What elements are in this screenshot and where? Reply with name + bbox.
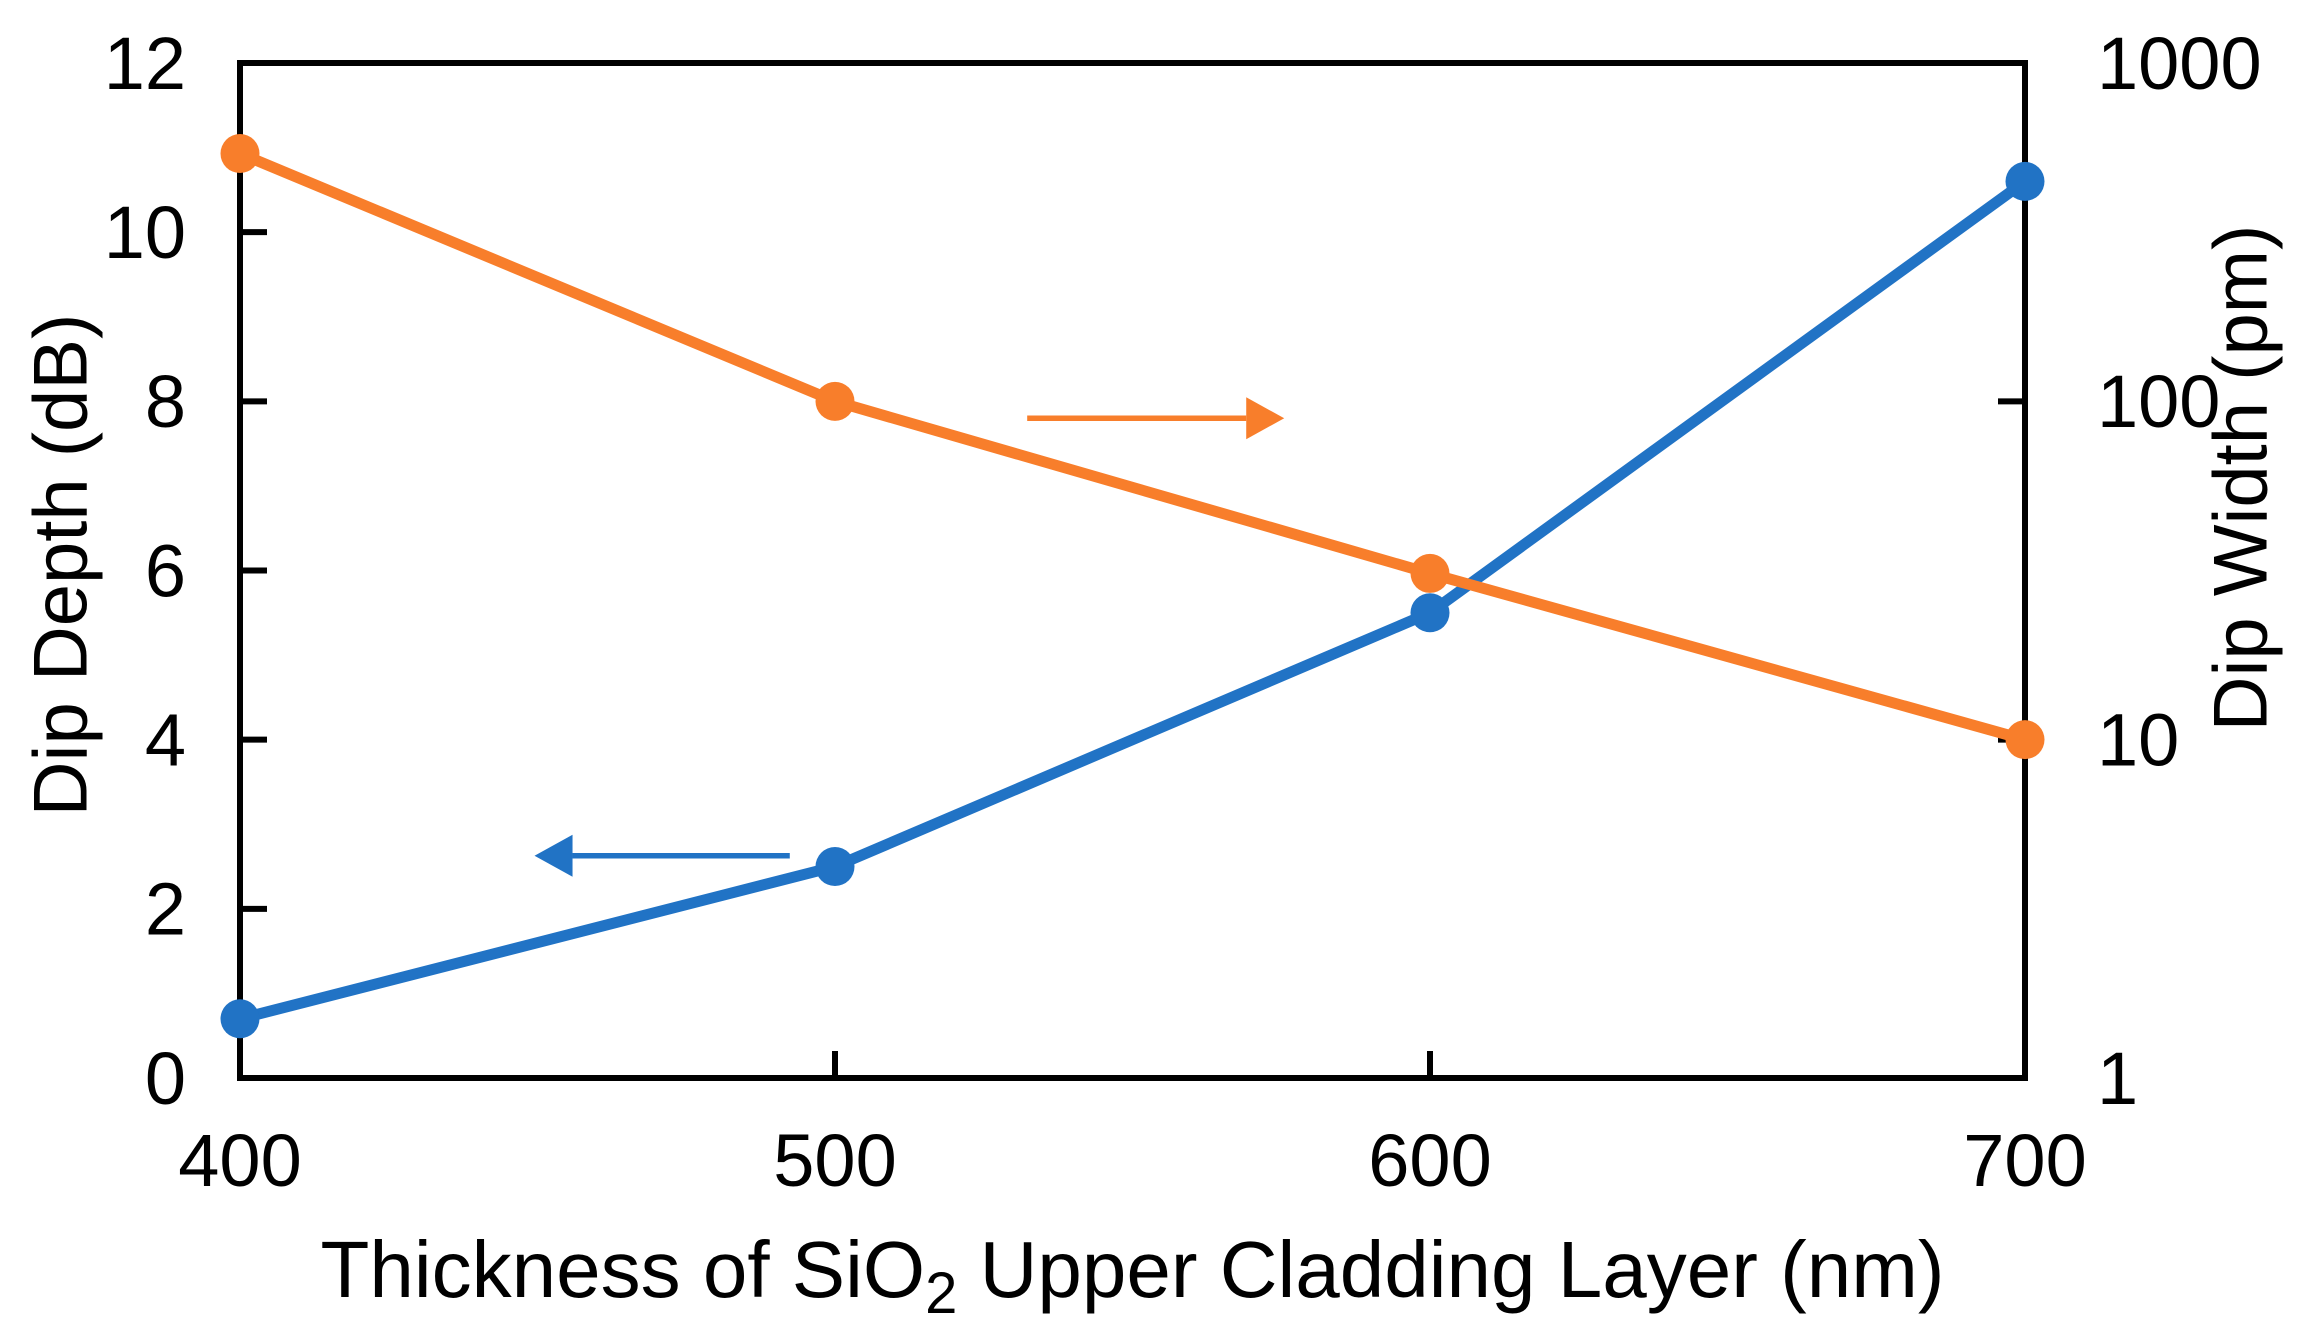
right-axis-tick-label: 1000 [2097, 22, 2262, 105]
series-line-dip-width [234, 148, 2031, 746]
data-point-dip-width [2005, 720, 2045, 760]
data-point-dip-width [220, 134, 260, 174]
data-point-dip-width [815, 381, 855, 421]
right-axis-tick-label: 10 [2097, 699, 2179, 782]
plot-frame [237, 60, 2028, 1081]
left-axis-tick-label: 2 [145, 868, 186, 951]
right-axis-tick-label: 100 [2097, 360, 2220, 443]
right-axis-tick-label: 1 [2097, 1037, 2138, 1120]
left-axis-tick-label: 4 [145, 699, 186, 782]
right-arrow-annotation-head [1246, 397, 1285, 440]
data-point-dip-depth [2005, 161, 2045, 201]
series-line-dip-depth [234, 175, 2031, 1025]
left-axis-title: Dip Depth (dB) [19, 314, 104, 817]
x-axis-tick-label: 700 [1963, 1119, 2086, 1202]
left-axis-tick-label: 8 [145, 360, 186, 443]
left-axis-tick-label: 12 [104, 22, 186, 105]
x-axis-title: Thickness of SiO2 Upper Cladding Layer (… [320, 1225, 1944, 1322]
right-axis-title: Dip Width (pm) [2199, 225, 2284, 732]
left-arrow-annotation-head [534, 834, 573, 877]
left-axis-tick-label: 10 [104, 191, 186, 274]
x-axis-tick-label: 600 [1368, 1119, 1491, 1202]
data-point-dip-depth [1410, 593, 1450, 633]
x-axis-tick-label: 500 [773, 1119, 896, 1202]
data-point-dip-depth [220, 999, 260, 1039]
left-axis-tick-label: 0 [145, 1037, 186, 1120]
left-axis-tick-label: 6 [145, 529, 186, 612]
data-point-dip-depth [815, 847, 855, 887]
data-point-dip-width [1410, 553, 1450, 593]
x-axis-tick-label: 400 [178, 1119, 301, 1202]
